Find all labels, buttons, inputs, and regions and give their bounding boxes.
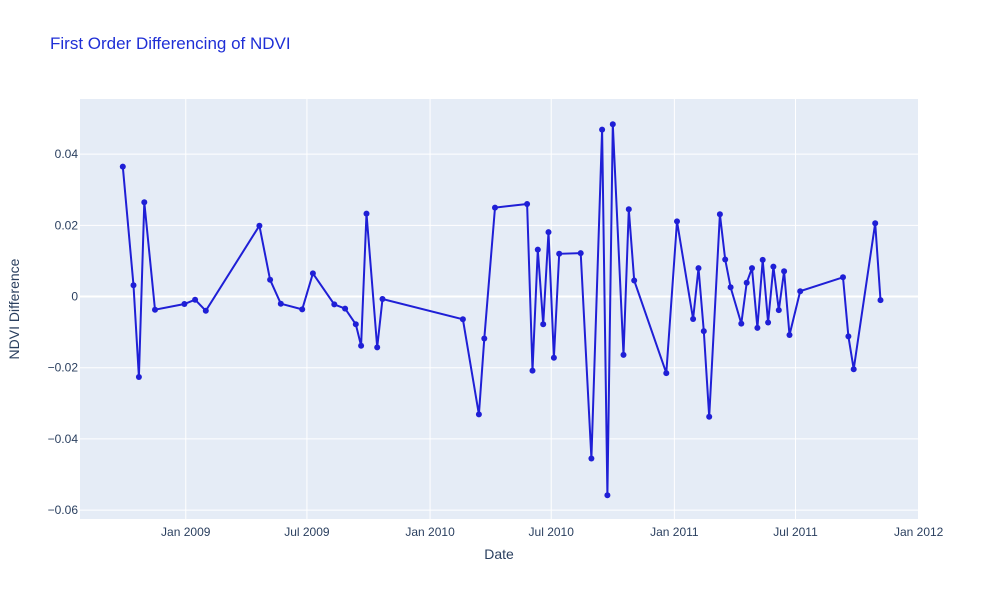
data-point: [604, 492, 611, 499]
x-tick-label: Jan 2012: [894, 525, 944, 539]
data-point: [152, 306, 158, 313]
data-point: [663, 370, 670, 377]
data-point: [309, 270, 316, 277]
data-point: [840, 274, 846, 281]
data-point: [524, 201, 531, 207]
data-point: [379, 296, 386, 302]
data-point: [631, 277, 638, 284]
data-point: [727, 284, 734, 291]
x-tick-label: Jan 2009: [161, 525, 211, 539]
data-point: [738, 320, 745, 327]
x-axis-title: Date: [484, 546, 514, 562]
data-point: [545, 229, 552, 236]
data-point: [770, 263, 777, 270]
data-point: [781, 268, 788, 275]
data-point: [577, 250, 584, 257]
data-point: [267, 276, 274, 283]
data-point: [620, 351, 627, 358]
data-point: [256, 222, 263, 229]
data-markers: [119, 121, 884, 499]
data-point: [588, 455, 595, 462]
chart-title: First Order Differencing of NDVI: [50, 34, 291, 53]
data-point: [722, 256, 729, 263]
y-tick-label: −0.04: [48, 432, 79, 446]
data-point: [786, 332, 793, 338]
x-tick-label: Jan 2010: [405, 525, 455, 539]
data-point: [481, 335, 488, 342]
data-point: [872, 220, 879, 227]
data-point: [765, 319, 772, 326]
data-point: [706, 413, 713, 420]
data-point: [625, 206, 632, 213]
data-point: [529, 367, 536, 374]
y-tick-label: 0.04: [55, 147, 79, 161]
data-point: [674, 218, 680, 225]
data-point: [277, 300, 284, 307]
data-point: [130, 282, 137, 289]
data-point: [135, 374, 142, 380]
data-point: [534, 246, 541, 253]
data-point: [352, 321, 359, 328]
data-point: [609, 121, 616, 128]
data-point: [690, 316, 697, 322]
data-point: [119, 163, 126, 170]
data-point: [299, 306, 306, 313]
x-tick-label: Jan 2011: [650, 525, 699, 539]
data-point: [363, 210, 370, 217]
data-point: [181, 301, 188, 307]
data-point: [749, 265, 755, 272]
data-point: [556, 250, 563, 257]
data-point: [342, 305, 349, 312]
y-axis-ticks: 0.04 0.02 0 −0.02 −0.04 −0.06: [48, 147, 79, 517]
data-point: [492, 204, 498, 211]
data-point: [850, 366, 857, 373]
data-point: [845, 333, 852, 340]
data-point: [743, 279, 750, 286]
data-point: [775, 307, 782, 314]
data-point: [374, 344, 381, 351]
series-line: [121, 124, 882, 496]
x-tick-label: Jul 2009: [284, 525, 330, 539]
data-point: [331, 301, 338, 308]
y-tick-label: −0.02: [48, 361, 79, 375]
data-point: [759, 256, 766, 263]
x-tick-label: Jul 2011: [773, 525, 818, 539]
data-point: [358, 342, 365, 349]
x-tick-label: Jul 2010: [529, 525, 575, 539]
y-gridlines: [80, 153, 918, 511]
data-point: [797, 288, 804, 295]
data-point: [202, 307, 209, 314]
data-point: [754, 324, 761, 331]
data-point: [192, 296, 199, 303]
data-point: [599, 126, 606, 133]
y-tick-label: −0.06: [48, 503, 79, 517]
data-point: [877, 297, 884, 304]
y-tick-label: 0: [71, 290, 78, 304]
data-point: [550, 354, 557, 361]
data-point: [695, 265, 702, 272]
data-point: [459, 316, 466, 323]
x-axis-ticks: Jan 2009 Jul 2009 Jan 2010 Jul 2010 Jan 2011…: [161, 525, 944, 539]
data-point: [540, 321, 547, 328]
data-point: [716, 211, 723, 218]
y-axis-title: NDVI Difference: [6, 258, 22, 359]
data-point: [141, 199, 148, 206]
y-tick-label: 0.02: [55, 218, 79, 232]
data-point: [475, 411, 482, 418]
data-point: [700, 328, 707, 335]
